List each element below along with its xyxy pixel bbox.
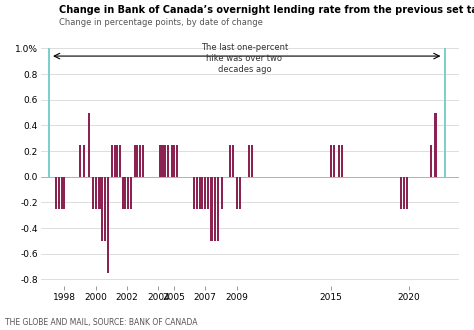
Bar <box>217 177 219 241</box>
Bar <box>201 177 203 209</box>
Bar <box>239 177 241 209</box>
Bar <box>232 145 235 177</box>
Bar <box>88 113 91 177</box>
Bar <box>107 177 109 273</box>
Text: Change in percentage points, by date of change: Change in percentage points, by date of … <box>59 18 263 27</box>
Bar <box>116 145 118 177</box>
Bar <box>199 177 201 209</box>
Bar <box>122 177 124 209</box>
Bar <box>64 177 65 209</box>
Bar <box>333 145 335 177</box>
Bar <box>79 145 81 177</box>
Bar <box>171 145 173 177</box>
Bar <box>83 145 85 177</box>
Bar <box>329 145 332 177</box>
Bar <box>400 177 402 209</box>
Bar <box>137 145 138 177</box>
Bar <box>444 49 446 177</box>
Bar <box>101 177 103 241</box>
Bar <box>139 145 141 177</box>
Bar <box>92 177 94 209</box>
Bar <box>341 145 343 177</box>
Bar <box>164 145 166 177</box>
Bar <box>127 177 129 209</box>
Bar <box>406 177 408 209</box>
Bar <box>248 145 250 177</box>
Bar <box>99 177 100 209</box>
Bar <box>251 145 253 177</box>
Text: Change in Bank of Canada’s overnight lending rate from the previous set target: Change in Bank of Canada’s overnight len… <box>59 5 474 15</box>
Bar <box>114 145 116 177</box>
Bar <box>47 49 50 177</box>
Bar <box>142 145 144 177</box>
Bar <box>403 177 405 209</box>
Bar <box>162 145 164 177</box>
Bar <box>176 145 178 177</box>
Bar <box>61 177 63 209</box>
Bar <box>130 177 132 209</box>
Bar <box>221 177 224 209</box>
Bar <box>111 145 113 177</box>
Bar <box>214 177 216 241</box>
Bar <box>229 145 231 177</box>
Bar <box>134 145 136 177</box>
Bar <box>196 177 198 209</box>
Bar <box>55 177 57 209</box>
Bar <box>104 177 106 241</box>
Bar <box>119 145 121 177</box>
Bar <box>167 145 169 177</box>
Bar <box>95 177 97 209</box>
Bar <box>236 177 237 209</box>
Bar <box>207 177 210 209</box>
Bar <box>430 145 432 177</box>
Bar <box>173 145 175 177</box>
Text: THE GLOBE AND MAIL, SOURCE: BANK OF CANADA: THE GLOBE AND MAIL, SOURCE: BANK OF CANA… <box>5 318 197 327</box>
Bar <box>159 145 161 177</box>
Text: The last one-percent
hike was over two
decades ago: The last one-percent hike was over two d… <box>201 43 288 74</box>
Bar <box>58 177 60 209</box>
Bar <box>193 177 195 209</box>
Bar <box>210 177 212 241</box>
Bar <box>338 145 340 177</box>
Bar <box>124 177 127 209</box>
Bar <box>435 113 437 177</box>
Bar <box>204 177 206 209</box>
